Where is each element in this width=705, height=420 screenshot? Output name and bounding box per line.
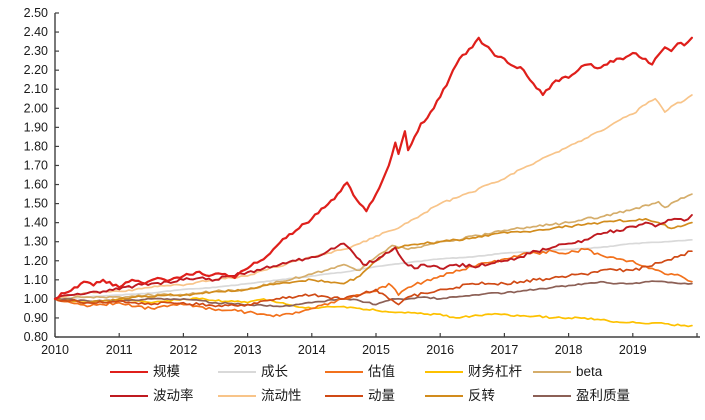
svg-text:2011: 2011 [106, 343, 133, 357]
legend-line-icon [425, 394, 463, 398]
legend-line-icon [110, 394, 148, 398]
legend-line-icon [533, 370, 571, 374]
svg-text:2.00: 2.00 [24, 101, 48, 115]
legend-item-reversal: 反转 [425, 388, 533, 404]
legend-label: beta [576, 364, 603, 379]
svg-text:1.10: 1.10 [24, 273, 48, 287]
svg-text:1.70: 1.70 [24, 158, 48, 172]
legend-label: 成长 [261, 364, 288, 379]
svg-text:1.50: 1.50 [24, 197, 48, 211]
plot-area: 0.80 0.90 1.00 1.10 1.20 1.30 1.40 1.50 1.60 1.70… [24, 6, 700, 357]
svg-text:2.50: 2.50 [24, 6, 48, 20]
legend-label: 规模 [153, 364, 180, 379]
svg-text:2015: 2015 [362, 343, 390, 357]
svg-text:2.20: 2.20 [24, 63, 48, 77]
svg-text:0.80: 0.80 [24, 330, 48, 344]
svg-text:2019: 2019 [619, 343, 647, 357]
legend-label: 流动性 [261, 388, 302, 403]
legend-item-financial-leverage: 财务杠杆 [425, 364, 533, 380]
legend-item-momentum: 动量 [325, 388, 425, 404]
svg-text:2017: 2017 [490, 343, 518, 357]
svg-text:1.40: 1.40 [24, 216, 48, 230]
svg-text:1.00: 1.00 [24, 292, 48, 306]
legend-label: 反转 [468, 388, 495, 403]
legend-item-valuation: 估值 [325, 364, 425, 380]
legend-line-icon [218, 370, 256, 374]
svg-text:2013: 2013 [234, 343, 262, 357]
legend-line-icon [533, 394, 571, 398]
svg-text:1.60: 1.60 [24, 178, 48, 192]
legend-label: 波动率 [153, 388, 194, 403]
chart-legend: 规模 成长 估值 财务杠杆 beta 波动率 流动性 动量 反转 盈利质量 [0, 364, 705, 404]
legend-item-size: 规模 [110, 364, 218, 380]
legend-line-icon [110, 370, 148, 374]
svg-text:2012: 2012 [169, 343, 197, 357]
svg-text:2.40: 2.40 [24, 25, 48, 39]
legend-label: 动量 [368, 388, 395, 403]
svg-text:1.90: 1.90 [24, 120, 48, 134]
legend-label: 估值 [368, 364, 395, 379]
svg-text:2016: 2016 [426, 343, 454, 357]
legend-item-beta: beta [533, 364, 705, 380]
svg-text:2.10: 2.10 [24, 82, 48, 96]
legend-item-growth: 成长 [218, 364, 325, 380]
svg-text:2010: 2010 [41, 343, 69, 357]
legend-line-icon [325, 394, 363, 398]
legend-label: 盈利质量 [576, 388, 630, 403]
legend-line-icon [325, 370, 363, 374]
legend-label: 财务杠杆 [468, 364, 522, 379]
legend-item-profit-quality: 盈利质量 [533, 388, 705, 404]
svg-text:2018: 2018 [555, 343, 583, 357]
svg-text:2.30: 2.30 [24, 44, 48, 58]
svg-text:1.80: 1.80 [24, 139, 48, 153]
legend-line-icon [218, 394, 256, 398]
svg-text:0.90: 0.90 [24, 311, 48, 325]
svg-text:1.30: 1.30 [24, 235, 48, 249]
legend-line-icon [425, 370, 463, 374]
svg-text:1.20: 1.20 [24, 254, 48, 268]
legend-item-volatility: 波动率 [110, 388, 218, 404]
legend-item-liquidity: 流动性 [218, 388, 325, 404]
svg-text:2014: 2014 [298, 343, 326, 357]
